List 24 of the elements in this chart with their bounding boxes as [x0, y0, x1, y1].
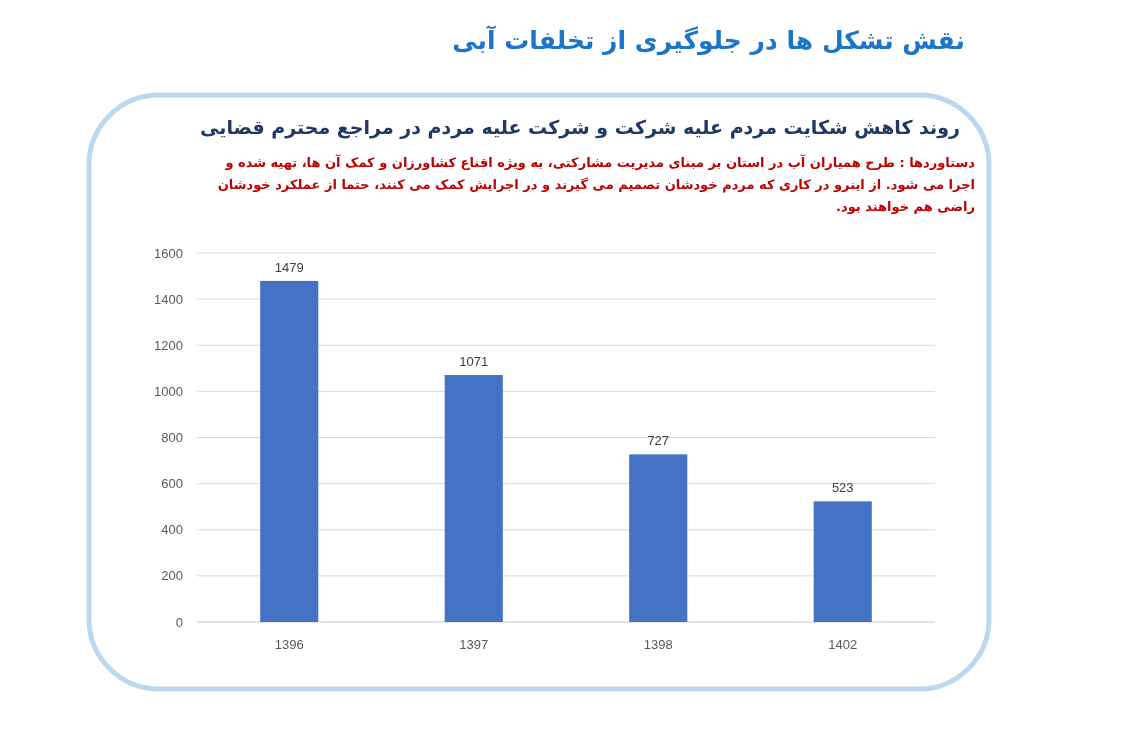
bar [813, 501, 872, 622]
y-tick-label: 200 [161, 568, 183, 584]
y-tick-label: 400 [161, 522, 183, 538]
y-tick-label: 600 [161, 476, 183, 492]
x-tick-label: 1402 [828, 637, 858, 652]
data-label: 523 [831, 480, 854, 496]
bar [260, 280, 319, 622]
chart-title: نقش تشکل ها در جلوگیری از تخلفات آبی [452, 26, 965, 55]
chart-subtitle: روند کاهش شکایت مردم علیه شرکت و شرکت علیه مردم در مراجع محترم قضایی [199, 116, 961, 138]
x-tick-label: 1396 [274, 637, 304, 652]
data-label: 1479 [274, 259, 304, 275]
data-label: 1071 [459, 354, 489, 369]
y-tick-label: 1000 [154, 383, 183, 399]
y-tick-label: 1400 [154, 291, 183, 307]
data-label: 727 [647, 433, 670, 449]
bar [444, 375, 503, 622]
bar [629, 454, 688, 622]
y-tick-label: 1600 [154, 245, 183, 261]
y-tick-label: 800 [161, 430, 183, 445]
text: دستاوردها : طرح همیاران آب در استان بر مبنای مدیریت مشارکتی، به ویژه اقناع کشاورزان و کمک آن ها، تهیه شده و اجرا می شود. از اینرو در کاری که مردم خودشان تصمیم می گیرند و در اجرایش کمک می کنند، حتما از عملکرد خودشان راضی هم خواهند بود. [216, 153, 975, 216]
x-tick-label: 1398 [643, 637, 673, 652]
y-tick-label: 1200 [154, 337, 183, 353]
x-tick-label: 1397 [459, 637, 489, 652]
y-tick-label: 0 [175, 614, 183, 630]
